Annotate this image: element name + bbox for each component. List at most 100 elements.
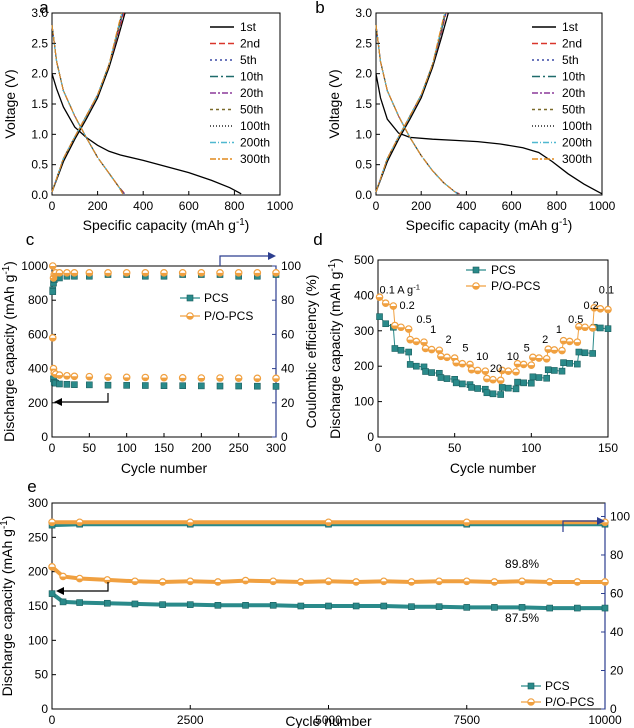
panel-b-xtick-label: 0	[373, 199, 380, 213]
panel-c-y2tick-label: 100	[281, 259, 301, 273]
marker-P-O-PCS-half	[71, 376, 78, 380]
rate-label: 5	[462, 343, 468, 355]
legend-label-20th: 20th	[562, 86, 585, 100]
rate-label: 10	[507, 351, 519, 363]
curve-5th-charge	[375, 12, 447, 193]
panel-a-ytick-label: 0.5	[31, 158, 48, 172]
marker-PCS	[160, 382, 168, 390]
marker-P-O-PCS-half	[86, 376, 93, 380]
marker-P-O-PCS-half	[214, 581, 222, 586]
panel-c-ytick-label: 800	[28, 293, 48, 307]
panel-e-ytick-label: 0	[41, 702, 48, 716]
marker-PCS	[142, 382, 149, 389]
legend-label-2nd: 2nd	[562, 37, 582, 51]
marker-PCS	[543, 374, 550, 382]
curve-100th-discharge	[375, 25, 458, 195]
panel-c-xtick-label: 300	[266, 441, 286, 455]
panel-e-xtick-label: 7500	[453, 713, 480, 727]
panel-e-y2tick-label: 60	[610, 586, 624, 600]
panel-c-y2tick-label: 80	[281, 293, 295, 307]
rate-label: 1	[556, 324, 562, 336]
marker-PCS	[86, 381, 93, 389]
legend-label-5th: 5th	[240, 53, 257, 67]
marker-PCS	[254, 382, 261, 390]
x-axis-title-b: Specific capacity (mAh g-1)	[406, 217, 573, 234]
marker-P-O-PCS-half	[543, 358, 550, 362]
marker-PCS	[604, 325, 612, 332]
marker-PCS	[59, 598, 67, 606]
marker-P-O-PCS-half	[376, 297, 383, 301]
panel-e-ytick-label: 200	[28, 565, 48, 579]
marker-PCS	[159, 601, 166, 608]
marker-P-O-PCS-half	[518, 581, 526, 585]
panel-d-ytick-label: 0	[367, 430, 374, 444]
x-axis-title-e: Cycle number	[285, 713, 372, 728]
legend-label-PCS: PCS	[545, 679, 570, 693]
marker-P-O-PCS-half	[405, 329, 412, 333]
rate-label: 5	[524, 343, 530, 355]
marker-P-O-PCS-half	[422, 348, 429, 352]
legend-label-300th: 300th	[240, 152, 270, 166]
marker-P-O-PCS-half	[468, 369, 475, 373]
marker-PCS	[546, 604, 554, 612]
curve-200th-discharge	[375, 25, 458, 195]
marker-P-O-PCS-half	[63, 375, 71, 379]
panel-e-ytick-label: 50	[35, 668, 49, 682]
panel-a-ytick-label: 2.0	[31, 67, 48, 81]
x-axis-title-a: Specific capacity (mAh g-1)	[83, 217, 250, 234]
y-axis-title-a: Voltage (V)	[2, 69, 18, 138]
panel-b-xtick-label: 800	[547, 199, 567, 213]
marker-PCS	[514, 378, 521, 386]
marker-PCS	[452, 379, 460, 387]
marker-PCS	[216, 382, 224, 390]
y-axis-title-c: Discharge capacity (mAh g-1)	[1, 261, 18, 442]
marker-PCS	[269, 602, 277, 609]
curve-300th-charge	[375, 12, 446, 193]
panel-a-xtick-label: 600	[179, 199, 199, 213]
marker-PCS	[437, 374, 445, 381]
marker-P-O-PCS-half	[382, 303, 389, 307]
marker-P-O-PCS-CE-half	[104, 272, 112, 277]
panel-c-y2tick-label: 20	[281, 396, 295, 410]
legend-label-5th: 5th	[562, 53, 579, 67]
marker-PCS	[483, 389, 491, 397]
marker-PCS	[235, 382, 242, 390]
y-axis-title-d: Discharge capacity (mAh g-1)	[327, 258, 344, 439]
panel-c-y2tick-label: 0	[281, 430, 288, 444]
marker-PCS	[601, 604, 609, 612]
marker-P-O-PCS-half	[397, 327, 405, 331]
marker-P-O-PCS-half	[591, 307, 598, 311]
panel-b-ytick-label: 3.0	[355, 6, 372, 20]
marker-P-O-PCS-half	[413, 341, 420, 345]
rate-label: 0.5	[416, 314, 431, 326]
rate-label: 1	[430, 324, 436, 336]
marker-PCS-CE	[49, 288, 57, 295]
panel-c-y2tick-label: 60	[281, 327, 295, 341]
marker-PCS	[459, 380, 466, 388]
curve-1st-charge	[51, 12, 126, 193]
legend-label-100th: 100th	[240, 119, 270, 133]
curve-300th-discharge	[375, 25, 457, 195]
marker-P-O-PCS-half	[407, 339, 414, 343]
marker-PCS	[489, 390, 497, 398]
panel-a-ytick-label: 0.0	[31, 188, 48, 202]
marker-P-O-PCS-CE-half	[235, 272, 242, 277]
panel-c-ytick-label: 0	[41, 430, 48, 444]
legend-label-PCS: PCS	[491, 263, 516, 277]
marker-PCS	[422, 368, 429, 375]
panel-c-ytick-label: 200	[28, 396, 48, 410]
marker-P-O-PCS-CE-half	[216, 272, 224, 277]
marker-P-O-PCS-half	[545, 349, 552, 353]
marker-P-O-PCS-CE-half	[601, 522, 609, 526]
marker-PCS	[376, 313, 383, 320]
legend-label-200th: 200th	[562, 136, 592, 150]
marker-PCS	[498, 384, 506, 391]
marker-P-O-PCS-half	[497, 380, 504, 384]
marker-P-O-PCS-half	[59, 576, 67, 580]
marker-PCS	[491, 604, 498, 611]
marker-PCS	[76, 599, 83, 606]
panel-c-y2tick-label: 40	[281, 362, 295, 376]
marker-P-O-PCS-half	[528, 365, 535, 369]
legend-label-50th: 50th	[562, 103, 585, 117]
panel-d-ytick-label: 100	[354, 395, 374, 409]
